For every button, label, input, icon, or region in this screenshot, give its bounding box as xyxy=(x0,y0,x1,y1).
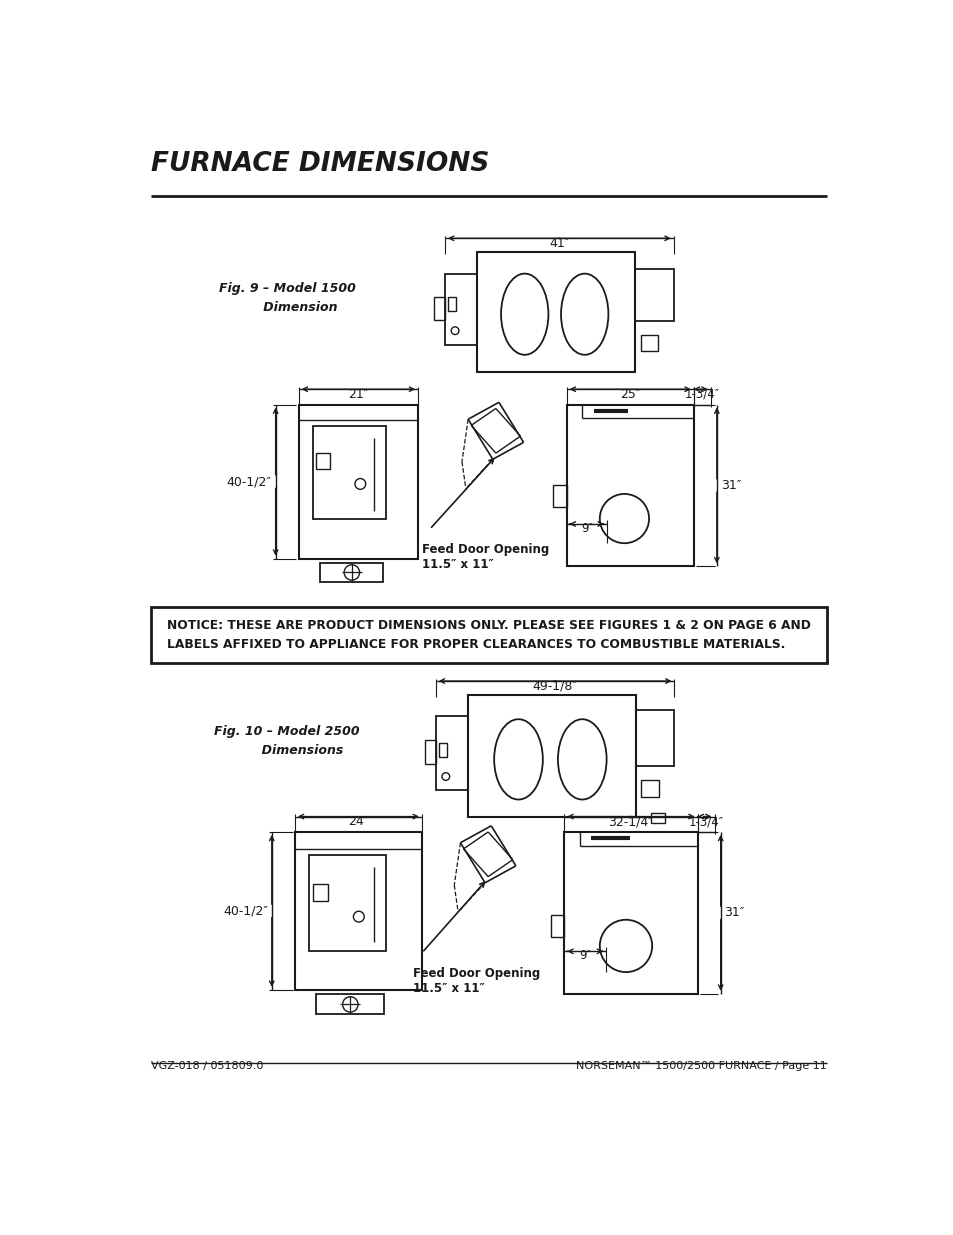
Bar xyxy=(552,485,566,508)
Bar xyxy=(294,832,421,989)
Bar xyxy=(316,453,330,468)
Text: 32-1/4″: 32-1/4″ xyxy=(608,815,653,827)
Bar xyxy=(468,695,636,816)
Bar xyxy=(313,884,328,902)
Bar xyxy=(436,716,468,790)
Text: FURNACE DIMENSIONS: FURNACE DIMENSIONS xyxy=(151,152,489,178)
Bar xyxy=(309,855,385,951)
Text: 40-1/2″: 40-1/2″ xyxy=(223,904,268,918)
Bar xyxy=(313,426,385,519)
Text: 21″: 21″ xyxy=(348,388,368,400)
Bar xyxy=(438,743,446,757)
Text: NORSEMAN™ 1500/2500 FURNACE / Page 11: NORSEMAN™ 1500/2500 FURNACE / Page 11 xyxy=(576,1061,826,1071)
Text: 31″: 31″ xyxy=(720,479,740,492)
Text: 25″: 25″ xyxy=(619,388,639,400)
Bar xyxy=(566,405,693,567)
Bar xyxy=(444,274,476,345)
Bar xyxy=(640,779,659,797)
Bar xyxy=(636,710,674,766)
Text: Fig. 9 – Model 1500
      Dimension: Fig. 9 – Model 1500 Dimension xyxy=(218,283,355,315)
Text: 9″: 9″ xyxy=(580,521,592,535)
Text: Feed Door Opening
11.5″ x 11″: Feed Door Opening 11.5″ x 11″ xyxy=(421,543,549,572)
Bar xyxy=(434,296,444,320)
Text: Fig. 10 – Model 2500
       Dimensions: Fig. 10 – Model 2500 Dimensions xyxy=(214,725,359,757)
Bar xyxy=(635,269,673,321)
Bar xyxy=(448,296,456,311)
Text: 41″: 41″ xyxy=(549,237,569,249)
Bar xyxy=(564,832,697,994)
Text: 1-3/4″: 1-3/4″ xyxy=(684,388,719,400)
Bar xyxy=(298,405,417,558)
Bar xyxy=(151,608,826,662)
Bar xyxy=(425,740,436,764)
Bar xyxy=(320,563,383,582)
Text: NOTICE: THESE ARE PRODUCT DIMENSIONS ONLY. PLEASE SEE FIGURES 1 & 2 ON PAGE 6 AN: NOTICE: THESE ARE PRODUCT DIMENSIONS ONL… xyxy=(167,619,810,651)
Text: VGZ-018 / 051809.0: VGZ-018 / 051809.0 xyxy=(151,1061,263,1071)
Text: 31″: 31″ xyxy=(723,906,744,919)
Text: 9″: 9″ xyxy=(578,948,591,962)
Text: 49-1/8″: 49-1/8″ xyxy=(532,679,577,693)
Bar xyxy=(651,814,664,823)
Text: 40-1/2″: 40-1/2″ xyxy=(227,475,272,488)
Bar xyxy=(476,252,635,372)
Text: 24″: 24″ xyxy=(348,815,368,827)
Bar xyxy=(316,994,384,1014)
Text: Feed Door Opening
11.5″ x 11″: Feed Door Opening 11.5″ x 11″ xyxy=(413,967,539,994)
Bar xyxy=(550,915,564,936)
Text: 1-3/4″: 1-3/4″ xyxy=(688,815,723,827)
Bar xyxy=(640,336,658,351)
